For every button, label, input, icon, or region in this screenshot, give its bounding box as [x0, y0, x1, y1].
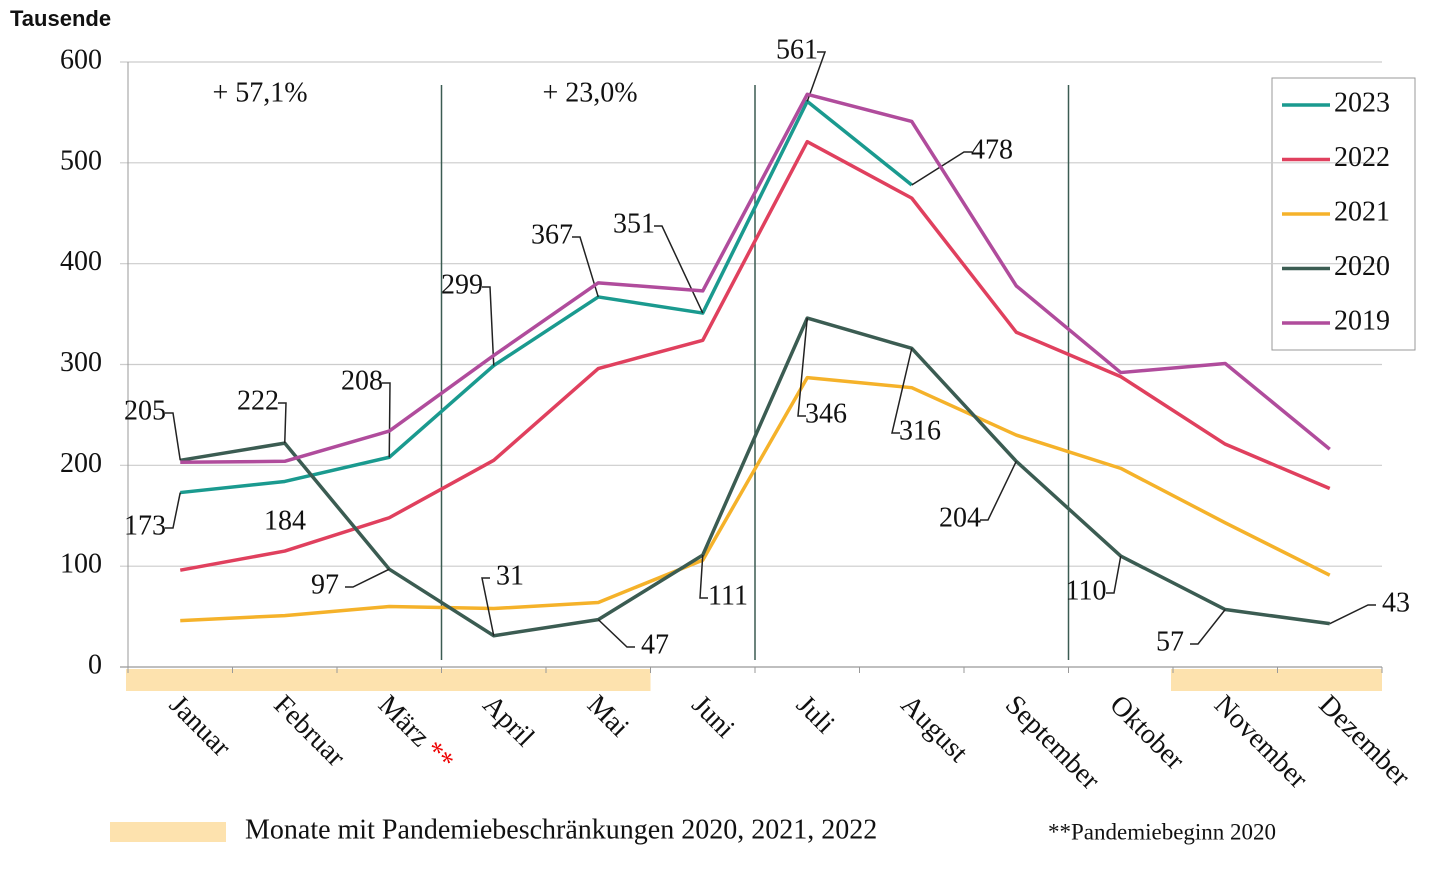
- y-tick-label: 400: [60, 246, 102, 277]
- y-tick-label: 200: [60, 448, 102, 479]
- data-label: 205: [124, 395, 166, 426]
- y-tick-label: 100: [60, 549, 102, 580]
- x-tick-text: Februar: [267, 690, 351, 774]
- data-label: 111: [708, 580, 748, 611]
- data-label: 346: [805, 398, 847, 429]
- x-tick-label: April: [476, 690, 540, 754]
- x-tick-text: Juni: [685, 690, 740, 745]
- leader-line: [1106, 555, 1122, 594]
- series-line: [179, 316, 1330, 638]
- y-tick-label: 600: [60, 44, 102, 75]
- leader-line: [797, 318, 808, 417]
- data-label: 110: [1066, 575, 1107, 606]
- x-tick-label: Juli: [790, 690, 841, 741]
- leader-line: [980, 460, 1017, 521]
- x-tick-label: Februar: [267, 690, 351, 774]
- legend-label: 2023: [1334, 87, 1390, 118]
- x-tick-text: November: [1208, 690, 1314, 796]
- y-tick-label: 300: [60, 347, 102, 378]
- leader-line: [165, 492, 181, 529]
- x-tick-label: Januar: [163, 690, 237, 764]
- leader-line: [891, 348, 913, 434]
- x-tick-label: August: [894, 690, 973, 769]
- leader-line: [165, 412, 181, 461]
- leader-line: [806, 51, 827, 102]
- y-axis-label: Tausende: [10, 6, 111, 31]
- data-label: 31: [496, 560, 524, 591]
- x-tick-text: Oktober: [1103, 690, 1190, 777]
- data-label: 351: [613, 208, 655, 239]
- x-tick-text: Mai: [581, 690, 635, 744]
- x-tick-label: November: [1208, 690, 1314, 796]
- series-line: [180, 99, 913, 495]
- data-label: 97: [311, 569, 339, 600]
- data-label: 57: [1156, 626, 1184, 657]
- data-label: 184: [264, 505, 306, 536]
- x-tick-label: Dezember: [1312, 690, 1416, 794]
- legend-label: 2022: [1334, 142, 1390, 173]
- data-label: 208: [341, 365, 383, 396]
- x-tick-text: August: [894, 690, 973, 769]
- legend-label: 2021: [1334, 196, 1390, 227]
- y-tick-label: 0: [88, 649, 102, 680]
- leader-line: [481, 577, 495, 636]
- annotation: + 57,1%: [212, 77, 307, 108]
- data-label: 299: [441, 269, 483, 300]
- x-tick-text: Juli: [790, 690, 841, 741]
- leader-line: [572, 236, 599, 298]
- shaded-span: [126, 669, 651, 691]
- leader-line: [597, 619, 635, 648]
- data-label: 367: [531, 219, 573, 250]
- data-label: 43: [1382, 587, 1410, 618]
- leader-line: [382, 382, 391, 458]
- annotation: + 23,0%: [542, 77, 637, 108]
- shaded-span: [1171, 669, 1382, 691]
- shade-legend-text: Monate mit Pandemiebeschränkungen 2020, …: [245, 814, 877, 845]
- data-label: 204: [939, 502, 981, 533]
- shade-legend-swatch: [110, 822, 226, 842]
- data-label: 316: [899, 415, 941, 446]
- data-label: 222: [237, 385, 279, 416]
- data-label: 478: [971, 134, 1013, 165]
- data-label: 561: [776, 34, 818, 65]
- series-line: [180, 92, 1331, 465]
- x-tick-label: Juni: [685, 690, 740, 745]
- leader-line: [699, 555, 708, 599]
- leader-line: [654, 225, 704, 314]
- x-tick-text: September: [999, 690, 1106, 797]
- leader-line: [911, 151, 972, 186]
- legend-label: 2020: [1334, 251, 1390, 282]
- footnote: **Pandemiebeginn 2020: [1048, 819, 1276, 844]
- leader-line: [1329, 604, 1376, 625]
- x-tick-text: Januar: [163, 690, 237, 764]
- leader-line: [345, 568, 390, 588]
- data-label: 173: [124, 510, 166, 541]
- series-line: [179, 139, 1331, 572]
- x-tick-label: September: [999, 690, 1106, 797]
- series-line: [180, 375, 1331, 623]
- leader-line: [278, 402, 287, 444]
- x-tick-text: Dezember: [1312, 690, 1416, 794]
- x-tick-label: März**: [372, 690, 460, 778]
- x-tick-text: April: [476, 690, 540, 754]
- data-label: 47: [641, 629, 669, 660]
- x-tick-label: Mai: [581, 690, 635, 744]
- leader-line: [482, 286, 495, 366]
- x-tick-text: März: [372, 690, 436, 754]
- legend-label: 2019: [1334, 305, 1390, 336]
- leader-line: [1190, 609, 1226, 645]
- y-tick-label: 500: [60, 145, 102, 176]
- x-tick-label: Oktober: [1103, 690, 1190, 777]
